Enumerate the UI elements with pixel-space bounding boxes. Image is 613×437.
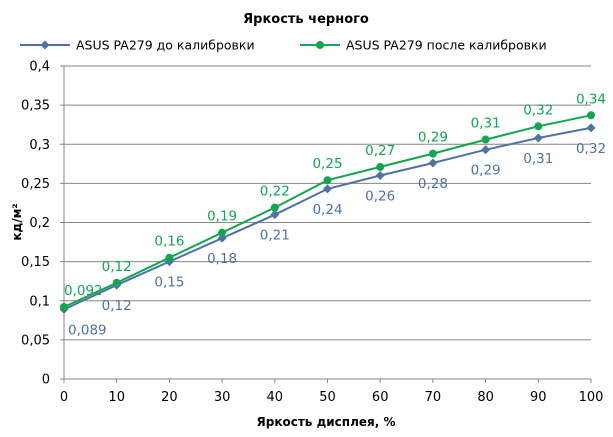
x-tick-label: 80 [477, 390, 494, 405]
data-point [218, 228, 227, 237]
y-tick-label: 0,15 [21, 255, 50, 270]
data-point [323, 184, 332, 194]
data-label: 0,089 [68, 322, 107, 338]
data-label: 0,32 [576, 141, 606, 157]
data-label: 0,34 [576, 91, 606, 107]
data-point [323, 176, 332, 185]
x-tick-label: 10 [108, 390, 125, 405]
x-axis-label: Яркость дисплея, % [257, 415, 396, 429]
data-point [533, 133, 543, 143]
y-tick-label: 0,1 [29, 294, 50, 309]
legend-entry-2: ASUS PA279 после калибровки [300, 38, 547, 53]
data-point [481, 145, 491, 155]
data-label: 0,22 [260, 184, 290, 200]
data-label: 0,16 [154, 234, 184, 250]
grid [64, 65, 591, 341]
data-point [375, 171, 385, 181]
x-tick-label: 0 [60, 390, 68, 405]
y-tick-label: 0,25 [21, 177, 50, 192]
series-line-1 [63, 126, 592, 311]
data-label: 0,21 [260, 228, 290, 244]
data-point [586, 123, 596, 133]
legend-label-2: ASUS PA279 после калибровки [346, 38, 547, 53]
x-tick-label: 100 [579, 390, 604, 405]
data-label: 0,26 [365, 189, 395, 205]
data-point [534, 122, 543, 131]
data-label: 0,31 [471, 116, 501, 132]
legend-label-1: ASUS PA279 до калибровки [76, 38, 255, 53]
x-tick-label: 90 [530, 390, 547, 405]
axes [60, 65, 592, 383]
y-tick-label: 0,4 [29, 60, 50, 75]
data-label: 0,092 [64, 283, 103, 299]
data-label: 0,31 [523, 151, 553, 167]
x-tick-label: 40 [267, 390, 284, 405]
data-label: 0,27 [365, 143, 395, 159]
data-point [587, 111, 595, 120]
legend: ASUS PA279 до калибровки ASUS PA279 посл… [20, 38, 547, 53]
x-tick-label: 20 [161, 390, 178, 405]
y-axis-label: кд/м² [10, 203, 24, 240]
data-point [270, 203, 279, 212]
legend-marker-1 [40, 40, 50, 50]
data-labels: 0,089 0,12 0,15 0,18 0,21 0,24 0,26 0,28 0,29 0,3… [64, 91, 606, 338]
x-tick-label: 60 [372, 390, 389, 405]
y-tick-label: 0 [42, 373, 50, 388]
data-label: 0,19 [207, 209, 237, 225]
data-label: 0,25 [312, 156, 342, 172]
y-tick-label: 0,2 [29, 216, 50, 231]
data-label: 0,12 [102, 259, 132, 275]
data-label: 0,15 [154, 275, 184, 291]
data-point [60, 303, 68, 312]
legend-marker-2 [316, 41, 324, 49]
data-label: 0,18 [207, 251, 237, 267]
legend-entry-1: ASUS PA279 до калибровки [20, 38, 255, 53]
data-label: 0,12 [102, 298, 132, 314]
data-point [112, 278, 121, 287]
x-tick-label: 50 [319, 390, 336, 405]
series [59, 111, 596, 314]
y-tick-labels: 0 0,05 0,1 0,15 0,2 0,25 0,3 0,35 0,4 [21, 60, 50, 388]
y-tick-label: 0,05 [21, 333, 50, 348]
data-label: 0,32 [523, 102, 553, 118]
data-point [376, 162, 385, 171]
data-label: 0,28 [418, 176, 448, 192]
data-point [270, 210, 280, 220]
data-label: 0,24 [312, 202, 342, 218]
x-tick-label: 70 [425, 390, 442, 405]
data-point [428, 158, 438, 168]
x-tick-labels: 0 10 20 30 40 50 60 70 80 90 100 [60, 390, 604, 405]
chart-title: Яркость черного [243, 12, 369, 27]
data-label: 0,29 [471, 163, 501, 179]
data-point [428, 149, 437, 158]
data-label: 0,29 [418, 130, 448, 146]
data-point [165, 253, 174, 262]
y-tick-label: 0,35 [21, 99, 50, 114]
y-tick-label: 0,3 [29, 138, 50, 153]
x-tick-label: 30 [214, 390, 231, 405]
data-point [481, 135, 490, 144]
